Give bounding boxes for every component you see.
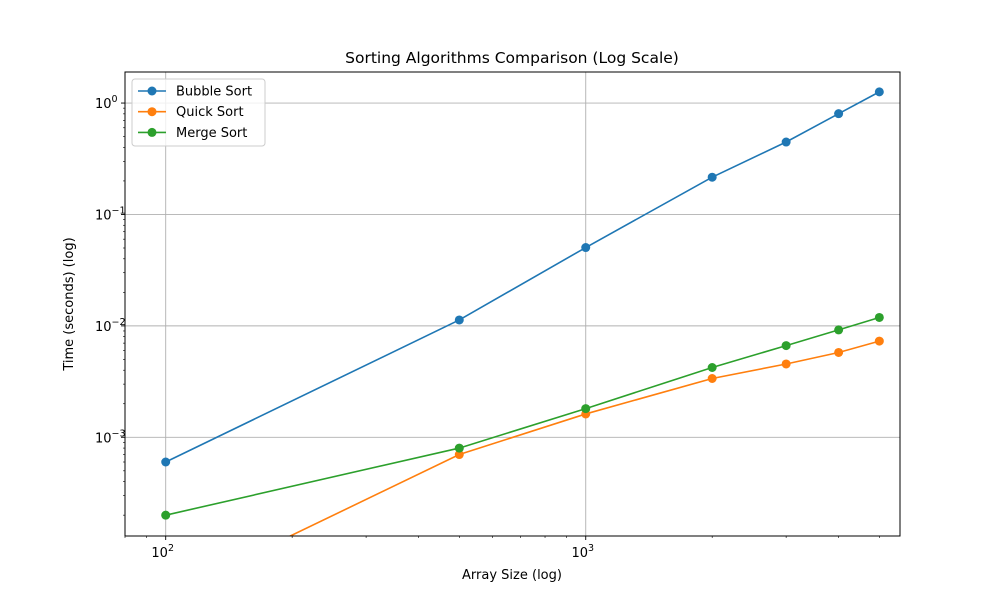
plot-frame: [124, 71, 901, 537]
y-tick-exponent: −2: [112, 317, 126, 328]
data-point: [874, 87, 884, 97]
series-bubble-sort: [161, 87, 884, 467]
y-tick-label: 10−2: [95, 317, 126, 335]
data-point: [454, 315, 464, 325]
data-point: [781, 359, 791, 369]
legend-item: Bubble Sort: [138, 85, 252, 100]
y-tick-label: 10−1: [95, 205, 126, 223]
series-line: [165, 316, 880, 516]
legend-box: [131, 78, 266, 147]
data-point: [161, 457, 171, 467]
data-point: [454, 450, 464, 460]
data-point: [454, 443, 464, 453]
series-layer: [161, 87, 884, 536]
series-merge-sort: [161, 312, 884, 520]
y-tick-label: 10−3: [95, 428, 126, 446]
legend-marker: [147, 107, 157, 117]
data-point: [707, 374, 717, 384]
data-point: [834, 325, 844, 335]
x-axis-label: Array Size (log): [462, 568, 562, 583]
y-tick-label: 100: [95, 94, 118, 112]
legend-item: Merge Sort: [138, 126, 247, 141]
data-point: [707, 363, 717, 373]
data-point: [874, 336, 884, 346]
y-axis-label: Time (seconds) (log): [62, 237, 77, 371]
legend-label: Bubble Sort: [176, 85, 252, 100]
chart-title: Sorting Algorithms Comparison (Log Scale…: [345, 49, 679, 67]
data-point: [874, 312, 884, 322]
data-point: [834, 347, 844, 357]
ticks: 102 103 10−3 10−2 10−1 100: [95, 94, 880, 561]
legend: Bubble Sort Quick Sort Merge Sort: [131, 78, 266, 147]
y-tick-exponent: −3: [112, 428, 126, 439]
series-line: [288, 340, 880, 536]
data-point: [581, 243, 591, 253]
y-tick-exponent: −1: [112, 205, 126, 216]
data-point: [781, 341, 791, 351]
x-tick-exponent: 2: [168, 543, 174, 554]
data-point: [581, 404, 591, 414]
legend-label: Merge Sort: [176, 126, 247, 141]
data-point: [161, 510, 171, 520]
series-line: [165, 91, 880, 463]
series-quick-sort: [288, 336, 884, 536]
legend-item: Quick Sort: [138, 105, 244, 120]
series-group: [161, 87, 884, 536]
data-point: [834, 109, 844, 119]
x-tick-exponent: 3: [588, 543, 594, 554]
data-point: [781, 137, 791, 147]
legend-marker: [147, 86, 157, 96]
data-point: [707, 172, 717, 182]
x-tick-label: 102: [151, 543, 174, 561]
legend-label: Quick Sort: [176, 105, 244, 120]
x-tick-label: 103: [571, 543, 594, 561]
legend-marker: [147, 127, 157, 137]
y-tick-exponent: 0: [112, 94, 118, 105]
